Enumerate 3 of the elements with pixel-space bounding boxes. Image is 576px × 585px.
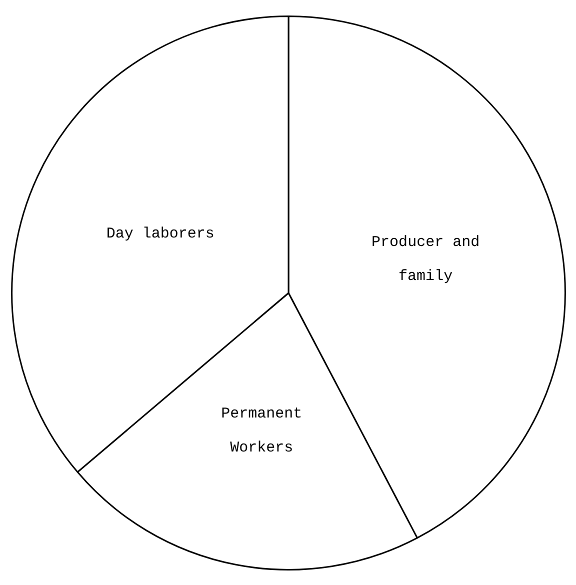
slice-label: Permanent Workers [221,406,302,457]
slice-label: Day laborers [106,225,214,242]
slice-label: Producer and family [372,234,480,285]
